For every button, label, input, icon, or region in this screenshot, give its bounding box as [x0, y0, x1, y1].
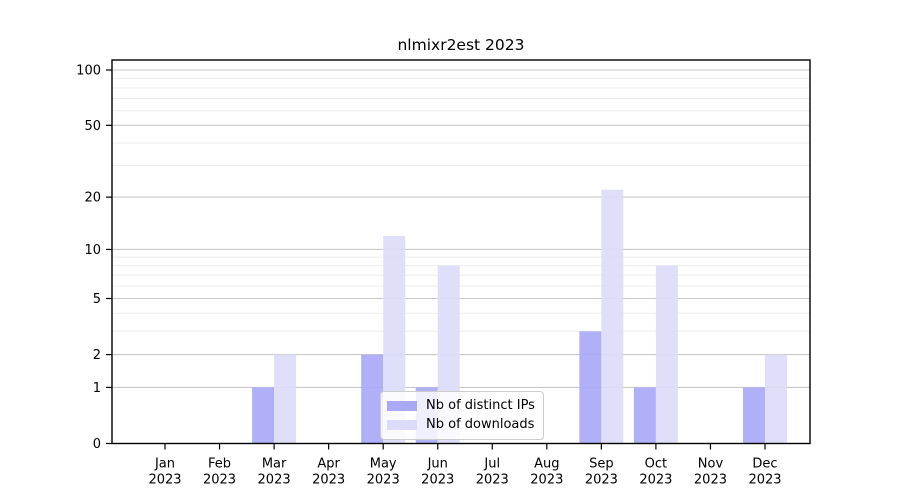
bar-distinct-ips	[252, 387, 275, 444]
x-tick-label: Sep	[589, 457, 614, 472]
x-tick-label: Jun	[427, 457, 448, 472]
x-tick-label: Oct	[645, 457, 667, 472]
legend-item: Nb of downloads	[387, 415, 535, 434]
bar-distinct-ips	[361, 354, 384, 444]
x-tick-label-year: 2023	[476, 473, 509, 488]
y-tick-label: 50	[84, 119, 101, 134]
x-tick-label: Nov	[698, 457, 724, 472]
x-tick-label-year: 2023	[585, 473, 618, 488]
y-tick-label: 0	[93, 437, 101, 452]
bar-downloads	[601, 189, 624, 444]
bar-downloads	[655, 265, 678, 444]
bar-downloads	[765, 354, 787, 444]
plot-border	[111, 59, 811, 445]
bar-distinct-ips	[579, 331, 602, 444]
x-tick-label: Aug	[534, 457, 559, 472]
x-tick-label: May	[370, 457, 397, 472]
legend-item: Nb of distinct IPs	[387, 396, 535, 415]
x-tick-label-year: 2023	[694, 473, 727, 488]
x-tick-label-year: 2023	[421, 473, 454, 488]
y-tick-label: 1	[93, 381, 101, 396]
bar-downloads	[274, 354, 297, 444]
x-tick-label-year: 2023	[312, 473, 345, 488]
y-tick-label: 10	[84, 243, 101, 258]
y-tick-label: 2	[93, 348, 101, 363]
x-tick-label-year: 2023	[258, 473, 291, 488]
y-tick-label: 100	[76, 64, 101, 79]
y-tick-label: 20	[84, 191, 101, 206]
bar-distinct-ips	[633, 387, 656, 444]
x-tick-label: Jan	[154, 457, 175, 472]
legend-swatch-downloads	[387, 419, 417, 430]
x-tick-label-year: 2023	[748, 473, 781, 488]
legend-label-downloads: Nb of downloads	[426, 417, 535, 432]
x-tick-label: Mar	[262, 457, 287, 472]
x-tick-label: Feb	[208, 457, 231, 472]
y-tick-label: 5	[93, 292, 101, 307]
bar-distinct-ips	[743, 387, 765, 444]
legend-swatch-distinct-ips	[387, 400, 417, 411]
x-tick-label-year: 2023	[367, 473, 400, 488]
x-tick-label: Jul	[483, 457, 500, 472]
legend-label-distinct-ips: Nb of distinct IPs	[426, 398, 535, 413]
legend: Nb of distinct IPs Nb of downloads	[380, 391, 544, 440]
x-tick-label-year: 2023	[530, 473, 563, 488]
chart-title: nlmixr2est 2023	[397, 36, 525, 54]
x-tick-label-year: 2023	[148, 473, 181, 488]
x-tick-label: Apr	[317, 457, 340, 472]
x-tick-label: Dec	[752, 457, 777, 472]
x-tick-label-year: 2023	[639, 473, 672, 488]
x-tick-label-year: 2023	[203, 473, 236, 488]
